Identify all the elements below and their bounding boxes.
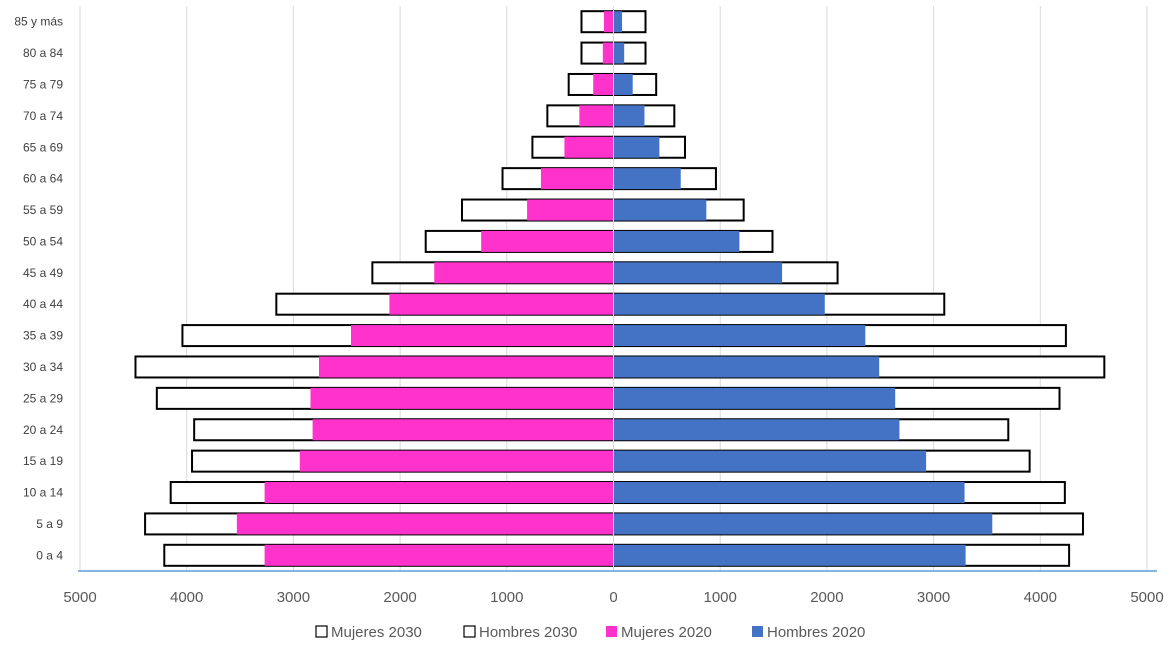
bar-hombres-2020 xyxy=(613,73,633,95)
category-label: 0 a 4 xyxy=(36,548,63,562)
category-label: 15 a 19 xyxy=(23,454,63,468)
category-label: 30 a 34 xyxy=(23,360,63,374)
category-label: 40 a 44 xyxy=(23,297,63,311)
bar-hombres-2020 xyxy=(613,136,660,158)
category-label: 60 a 64 xyxy=(23,172,63,186)
bar-mujeres-2020 xyxy=(603,11,614,33)
bar-mujeres-2020 xyxy=(481,230,614,252)
bar-mujeres-2020 xyxy=(564,136,614,158)
bar-hombres-2020 xyxy=(613,105,645,127)
x-tick-label: 2000 xyxy=(383,589,416,606)
category-label: 10 a 14 xyxy=(23,486,63,500)
legend-swatch xyxy=(315,625,328,638)
legend-label: Hombres 2020 xyxy=(767,624,865,641)
legend-label: Hombres 2030 xyxy=(479,624,577,641)
bar-hombres-2020 xyxy=(613,230,740,252)
bar-hombres-2020 xyxy=(613,544,966,566)
bar-mujeres-2020 xyxy=(264,482,614,504)
bar-mujeres-2020 xyxy=(312,419,614,441)
bar-mujeres-2020 xyxy=(319,356,614,378)
bar-mujeres-2020 xyxy=(579,105,614,127)
legend-swatch xyxy=(752,626,763,637)
bar-mujeres-2020 xyxy=(351,325,614,347)
bar-hombres-2020 xyxy=(613,42,625,64)
bar-mujeres-2020 xyxy=(299,450,614,472)
legend-label: Mujeres 2020 xyxy=(621,624,712,641)
bar-mujeres-2020 xyxy=(434,262,614,284)
category-label: 70 a 74 xyxy=(23,109,63,123)
category-label: 45 a 49 xyxy=(23,266,63,280)
x-tick-label: 2000 xyxy=(810,589,843,606)
bar-mujeres-2020 xyxy=(593,73,614,95)
bar-hombres-2020 xyxy=(613,356,880,378)
bar-mujeres-2020 xyxy=(264,544,614,566)
bar-hombres-2020 xyxy=(613,482,965,504)
bar-hombres-2020 xyxy=(613,325,866,347)
category-label: 55 a 59 xyxy=(23,203,63,217)
bar-mujeres-2020 xyxy=(310,387,614,409)
x-tick-label: 0 xyxy=(609,589,617,606)
bar-mujeres-2020 xyxy=(236,513,614,535)
bar-hombres-2020 xyxy=(613,293,825,315)
bar-hombres-2020 xyxy=(613,262,783,284)
category-label: 75 a 79 xyxy=(23,77,63,91)
category-label: 65 a 69 xyxy=(23,140,63,154)
bar-mujeres-2020 xyxy=(527,199,614,221)
bar-mujeres-2020 xyxy=(540,168,614,190)
category-label: 85 y más xyxy=(14,15,63,29)
bar-hombres-2020 xyxy=(613,419,900,441)
bar-hombres-2020 xyxy=(613,387,896,409)
bar-hombres-2020 xyxy=(613,199,707,221)
x-tick-label: 1000 xyxy=(704,589,737,606)
x-tick-label: 1000 xyxy=(490,589,523,606)
x-tick-label: 5000 xyxy=(1130,589,1163,606)
x-tick-label: 4000 xyxy=(170,589,203,606)
bar-hombres-2020 xyxy=(613,513,993,535)
x-tick-label: 3000 xyxy=(917,589,950,606)
bar-hombres-2020 xyxy=(613,450,927,472)
bar-hombres-2020 xyxy=(613,11,623,33)
category-label: 80 a 84 xyxy=(23,46,63,60)
x-tick-label: 4000 xyxy=(1024,589,1057,606)
legend-label: Mujeres 2030 xyxy=(331,624,422,641)
category-label: 25 a 29 xyxy=(23,391,63,405)
category-label: 35 a 39 xyxy=(23,329,63,343)
x-tick-label: 5000 xyxy=(63,589,96,606)
legend-swatch xyxy=(463,625,476,638)
x-tick-label: 3000 xyxy=(277,589,310,606)
legend-swatch xyxy=(606,626,617,637)
bar-mujeres-2020 xyxy=(602,42,614,64)
bar-hombres-2020 xyxy=(613,168,681,190)
bar-mujeres-2020 xyxy=(389,293,614,315)
category-label: 50 a 54 xyxy=(23,234,63,248)
category-label: 20 a 24 xyxy=(23,423,63,437)
category-label: 5 a 9 xyxy=(36,517,63,531)
